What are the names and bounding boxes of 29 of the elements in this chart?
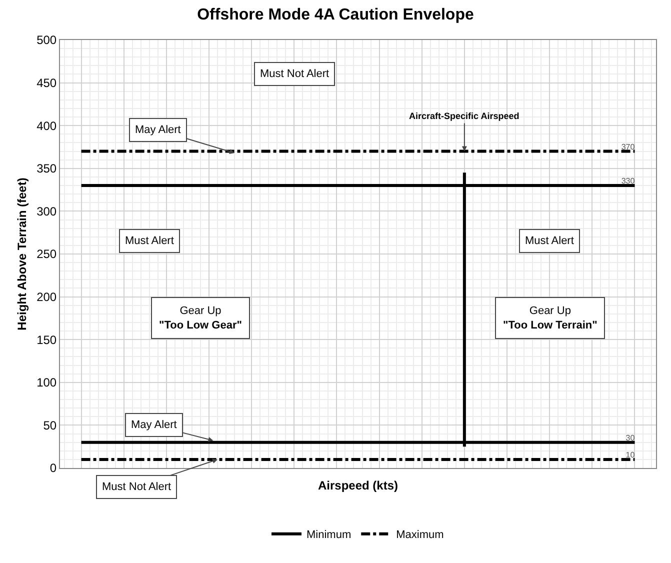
annotation: Must Not Alert <box>260 68 330 80</box>
annotation: Gear Up "Too Low Terrain" <box>503 305 598 332</box>
y-tick-label: 450 <box>36 76 57 90</box>
y-tick-label: 0 <box>50 461 57 476</box>
data-label: 10 <box>626 450 636 460</box>
data-label: 370 <box>621 142 636 152</box>
text: Must Not Alert <box>102 481 172 493</box>
y-tick-label: 50 <box>43 418 57 432</box>
y-tick-label: 200 <box>36 290 57 304</box>
y-tick-label: 300 <box>36 204 57 218</box>
y-tick-label: 350 <box>36 162 57 176</box>
annotation: Must Alert <box>125 235 174 247</box>
legend-label: Minimum <box>306 529 352 542</box>
legend-label: Maximum <box>396 529 444 542</box>
annotation: Aircraft-Specific Airspeed <box>409 111 520 121</box>
chart-title: Offshore Mode 4A Caution Envelope <box>197 6 474 24</box>
annotation: May Alert <box>135 124 181 136</box>
y-tick-label: 100 <box>36 376 57 390</box>
y-axis-title: Height Above Terrain (feet) <box>15 178 29 330</box>
y-tick-label: 150 <box>36 332 57 347</box>
data-label: 330 <box>621 176 636 186</box>
annotation: May Alert <box>131 419 177 431</box>
annotation: Must Alert <box>525 235 574 247</box>
y-tick-label: 400 <box>36 118 57 133</box>
y-tick-label: 250 <box>36 247 57 262</box>
y-tick-label: 500 <box>36 33 57 48</box>
x-axis-title: Airspeed (kts) <box>318 478 398 492</box>
data-label: 30 <box>626 433 636 442</box>
annotation: Gear Up "Too Low Gear" <box>159 305 242 332</box>
